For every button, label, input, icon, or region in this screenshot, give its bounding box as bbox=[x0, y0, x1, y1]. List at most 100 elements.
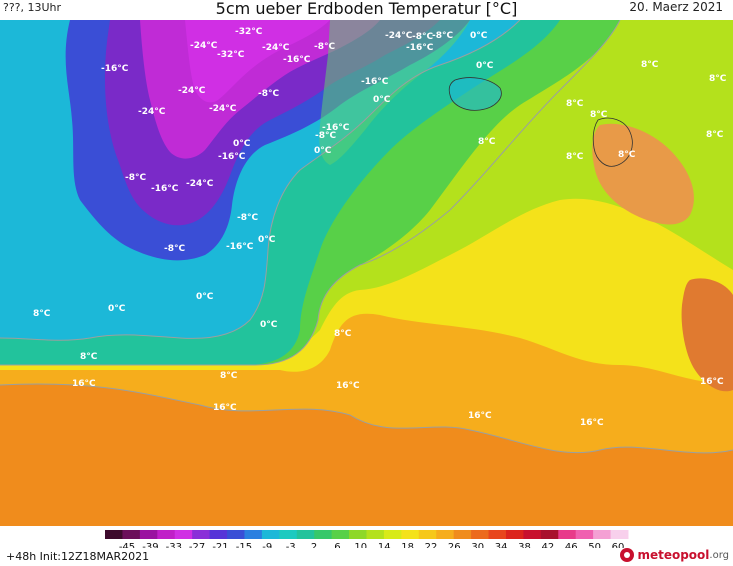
isotherm-label: -16°C bbox=[151, 184, 179, 194]
field-deep-magenta bbox=[185, 20, 330, 103]
scale-swatch bbox=[314, 530, 333, 539]
scale-tick-label: 10 bbox=[354, 542, 367, 548]
isotherm-label: -8°C bbox=[412, 32, 433, 42]
scale-tick-label: -39 bbox=[142, 542, 158, 548]
map-title: 5cm ueber Erdboden Temperatur [°C] bbox=[215, 0, 518, 18]
isotherm-label: 8°C bbox=[478, 137, 496, 147]
isotherm-label: -24°C bbox=[262, 43, 290, 53]
isotherm-label: 8°C bbox=[590, 110, 608, 120]
scale-tick-label: 42 bbox=[542, 542, 555, 548]
scale-tick-label: -33 bbox=[166, 542, 182, 548]
isotherm-label: -8°C bbox=[125, 173, 146, 183]
isotherm-8 bbox=[0, 20, 621, 366]
isotherm-label: 0°C bbox=[196, 292, 214, 302]
scale-swatch bbox=[436, 530, 455, 539]
scale-tick-label: 18 bbox=[401, 542, 414, 548]
isotherm-label: 16°C bbox=[580, 418, 604, 428]
isotherm-label: -24°C bbox=[178, 86, 206, 96]
scale-swatch bbox=[453, 530, 472, 539]
isotherm-label: -24°C bbox=[138, 107, 166, 117]
scale-tick-label: 50 bbox=[588, 542, 601, 548]
isotherm-label: 0°C bbox=[476, 61, 494, 71]
scale-tick-label: 22 bbox=[425, 542, 438, 548]
color-scale-bar bbox=[105, 530, 629, 539]
scale-tick-label: 60 bbox=[612, 542, 625, 548]
isotherm-label: -8°C bbox=[237, 213, 258, 223]
isotherm-label: -8°C bbox=[314, 42, 335, 52]
scale-tick-label: 38 bbox=[518, 542, 531, 548]
scale-swatch bbox=[139, 530, 158, 539]
isotherm-label: 16°C bbox=[336, 381, 360, 391]
region-label: ???, 13Uhr bbox=[3, 1, 62, 14]
scale-swatch bbox=[418, 530, 437, 539]
scale-tick-label: -21 bbox=[212, 542, 228, 548]
isotherm-label: -8°C bbox=[315, 131, 336, 141]
isotherm-label: -24°C bbox=[190, 41, 218, 51]
isotherm-label: 8°C bbox=[709, 74, 727, 84]
isotherm-label: -16°C bbox=[218, 152, 246, 162]
scale-swatch bbox=[261, 530, 280, 539]
isotherm-label: 8°C bbox=[618, 150, 636, 160]
isotherm-label: 0°C bbox=[233, 139, 251, 149]
isotherm-labels: -32°C-24°C-32°C-24°C-16°C-8°C-24°C -8°C-1… bbox=[33, 27, 727, 428]
scale-swatch bbox=[279, 530, 298, 539]
map-header: ???, 13Uhr 5cm ueber Erdboden Temperatur… bbox=[0, 0, 733, 20]
model-run-info: +48h Init:12Z18MAR2021 bbox=[6, 550, 150, 563]
scale-swatch bbox=[105, 530, 123, 539]
temperature-field: -32°C-24°C-32°C-24°C-16°C-8°C-24°C -8°C-1… bbox=[0, 20, 733, 526]
isotherm-label: -16°C bbox=[101, 64, 129, 74]
isotherm-16 bbox=[0, 383, 733, 454]
scale-swatch bbox=[523, 530, 542, 539]
isotherm-label: 16°C bbox=[72, 379, 96, 389]
scale-tick-label: 34 bbox=[495, 542, 508, 548]
scale-tick-label: 6 bbox=[334, 542, 340, 548]
isotherm-label: 8°C bbox=[706, 130, 724, 140]
scale-swatch bbox=[505, 530, 524, 539]
isotherm-label: 8°C bbox=[33, 309, 51, 319]
scale-swatch bbox=[488, 530, 507, 539]
isotherm-label: 8°C bbox=[566, 99, 584, 109]
isotherm-label: 16°C bbox=[700, 377, 724, 387]
scale-tick-label: -3 bbox=[286, 542, 296, 548]
isotherm-label: -16°C bbox=[322, 123, 350, 133]
scale-swatch bbox=[331, 530, 350, 539]
isotherm-label: -8°C bbox=[432, 31, 453, 41]
isotherm-label: 0°C bbox=[470, 31, 488, 41]
scale-swatch bbox=[610, 530, 629, 539]
scale-tick-label: -15 bbox=[236, 542, 252, 548]
scale-tick-label: 30 bbox=[471, 542, 484, 548]
brand-logo[interactable]: meteopool .org bbox=[620, 546, 729, 564]
brand-suffix: .org bbox=[709, 549, 729, 561]
map-footer: -45 -39 -33 -27 -21 -15 -9 -3 2 6 10 14 18 22 26 30 34 38… bbox=[0, 526, 733, 566]
isotherm-label: -8°C bbox=[164, 244, 185, 254]
isotherm-label: -32°C bbox=[217, 50, 245, 60]
scale-tick-label: -27 bbox=[189, 542, 205, 548]
scale-swatch bbox=[558, 530, 577, 539]
isotherm-label: 16°C bbox=[468, 411, 492, 421]
isotherm-label: -16°C bbox=[226, 242, 254, 252]
isotherm-label: 8°C bbox=[80, 352, 98, 362]
scale-swatch bbox=[296, 530, 315, 539]
scale-swatch bbox=[349, 530, 367, 539]
isotherm-label: -8°C bbox=[258, 89, 279, 99]
land-europe-west bbox=[592, 123, 694, 225]
scale-swatch bbox=[383, 530, 402, 539]
isotherm-label: -32°C bbox=[235, 27, 263, 37]
isotherm-label: -16°C bbox=[283, 55, 311, 65]
temperature-map: -32°C -24°C -32°C -24°C -16°C -8°C -24°C -8°C -1… bbox=[0, 20, 733, 526]
isotherm-label: -24°C bbox=[209, 104, 237, 114]
isotherm-label: 8°C bbox=[334, 329, 352, 339]
scale-tick-label: -9 bbox=[262, 542, 272, 548]
brand-name: meteopool bbox=[637, 548, 710, 562]
color-scale: -45 -39 -33 -27 -21 -15 -9 -3 2 6 10 14 18 22 26 30 34 38… bbox=[105, 530, 629, 548]
scale-tick-label: 46 bbox=[565, 542, 578, 548]
isotherm-label: -16°C bbox=[361, 77, 389, 87]
isotherm-label: -16°C bbox=[406, 43, 434, 53]
isotherm-label: -24°C bbox=[385, 31, 413, 41]
isotherm-label: 16°C bbox=[213, 403, 237, 413]
coastline-iceland bbox=[448, 77, 502, 111]
coastline-britain bbox=[592, 117, 633, 167]
scale-tick-label: 2 bbox=[311, 542, 317, 548]
scale-swatch bbox=[471, 530, 490, 539]
scale-swatch bbox=[575, 530, 594, 539]
